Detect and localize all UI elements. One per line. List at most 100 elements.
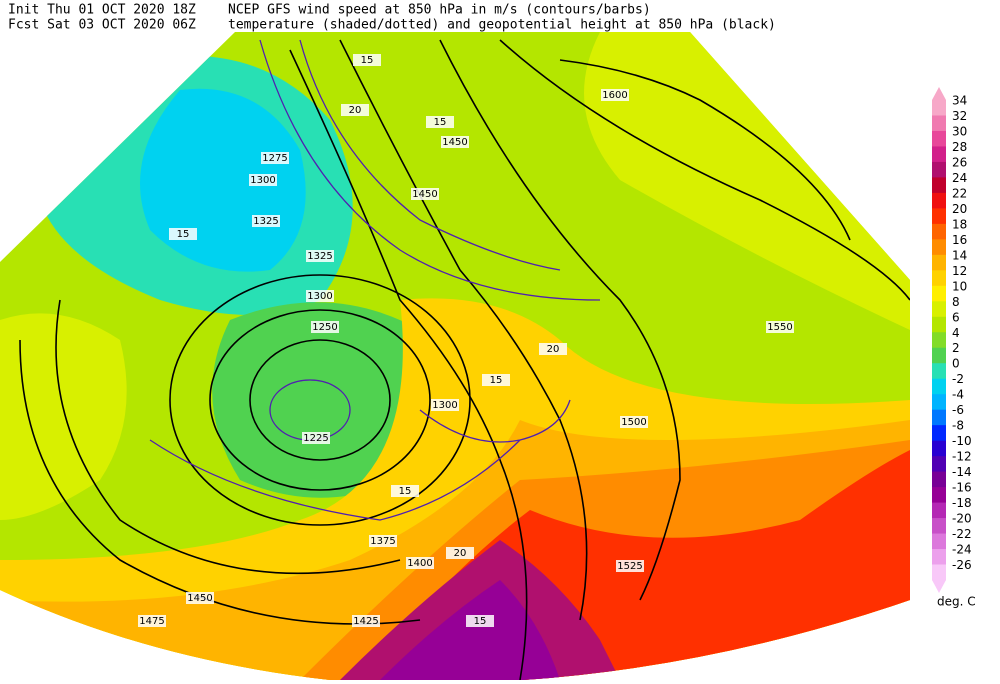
contour-label: 1250 [312,322,337,333]
contour-label: 1300 [307,291,332,302]
colorbar-label: 10 [952,279,967,293]
contour-label: 1225 [303,433,328,444]
contour-label-bg [620,416,648,428]
colorbar-swatch [932,254,946,271]
colorbar-label: 6 [952,310,960,324]
field-band [0,313,127,520]
contour-label-bg [352,615,380,627]
colorbar-label: 4 [952,326,960,340]
colorbar-swatch [932,564,946,581]
colorbar-swatch [932,301,946,318]
colorbar-swatch [932,456,946,473]
contour-label: 1325 [307,251,332,262]
colorbar-unit: deg. C [937,595,976,609]
colorbar-label: 30 [952,124,967,138]
contour-label: 1550 [767,322,792,333]
height-contours [19,39,910,681]
colorbar-swatch [932,192,946,209]
contour-label-bg [411,188,439,200]
colorbar-label: 20 [952,202,967,216]
contour-label-bg [482,374,510,386]
colorbar-swatch [932,409,946,426]
colorbar-label: 22 [952,186,967,200]
contour-label: 15 [474,616,487,627]
colorbar-swatch [932,316,946,333]
colorbar-swatch [932,378,946,395]
colorbar-swatch [932,549,946,566]
colorbar-label: -14 [952,465,972,479]
header-fcst: Fcst Sat 03 OCT 2020 06Z [8,18,196,33]
colorbar-label: 18 [952,217,967,231]
contour-label-bg [441,136,469,148]
colorbar-swatch [932,270,946,287]
contour-label-bg [426,116,454,128]
contour-label-bg [766,321,794,333]
contour-label-bg [138,615,166,627]
colorbar-swatch [932,363,946,380]
colorbar-label: -12 [952,450,972,464]
contour-label: 1475 [139,616,164,627]
contour-label-bg [186,592,214,604]
colorbar-label: -8 [952,419,964,433]
colorbar-label: -2 [952,372,964,386]
colorbar-label: -18 [952,496,972,510]
colorbar-label: 2 [952,341,960,355]
colorbar-label: -16 [952,481,972,495]
contour-label-bg [446,547,474,559]
colorbar-swatch [932,115,946,132]
colorbar-swatch [932,440,946,457]
colorbar-label: -4 [952,388,964,402]
field-band [212,302,440,498]
contour-label-bg [306,250,334,262]
colorbar-swatch [932,285,946,302]
contour-label: 1450 [187,593,212,604]
colorbar-label: 26 [952,155,967,169]
colorbar-arrow [932,87,946,100]
colorbar-label: 12 [952,264,967,278]
field-band [584,32,910,330]
colorbar-label: -24 [952,543,972,557]
contour-label: 15 [490,375,503,386]
contour-label: 1450 [442,137,467,148]
colorbar-swatch [932,347,946,364]
colorbar-swatch [932,502,946,519]
contour-label-bg [311,321,339,333]
contour-labels: 1600 1450 1275 1300 1325 1325 1300 1250 1225 1300… [138,54,794,627]
colorbar-label: 28 [952,140,967,154]
contour-label-bg [431,399,459,411]
contour-label: 1300 [250,175,275,186]
colorbar-swatch [932,239,946,256]
colorbar-swatch [932,130,946,147]
colorbar-label: 14 [952,248,967,262]
colorbar-label: 34 [952,94,967,108]
colorbar-swatch [932,471,946,488]
contour-label-bg [261,152,289,164]
contour-label-bg [369,535,397,547]
contour-label-bg [406,557,434,569]
header-init: Init Thu 01 OCT 2020 18Z [8,3,196,18]
contour-label: 15 [434,117,447,128]
contour-label-bg [341,104,369,116]
contour-label-bg [306,290,334,302]
colorbar-label: 8 [952,295,960,309]
colorbar-arrow [932,580,946,593]
contour-label: 1275 [262,153,287,164]
colorbar-swatch [932,161,946,178]
contour-label: 1500 [621,417,646,428]
colorbar-label: 0 [952,357,960,371]
colorbar-swatch [932,487,946,504]
contour-label: 1400 [407,558,432,569]
contour-label: 1375 [370,536,395,547]
contour-label-bg [302,432,330,444]
wind-contours [149,39,601,521]
header-line: temperature (shaded/dotted) and geopoten… [228,18,776,33]
colorbar-swatch [932,146,946,163]
contour-label-bg [539,343,567,355]
colorbar-swatch [932,518,946,535]
colorbar: 3432302826242220181614121086420-2-4-6-8-… [932,94,972,581]
colorbar-label: 24 [952,171,967,185]
contour-label: 15 [177,229,190,240]
contour-label-bg [169,228,197,240]
